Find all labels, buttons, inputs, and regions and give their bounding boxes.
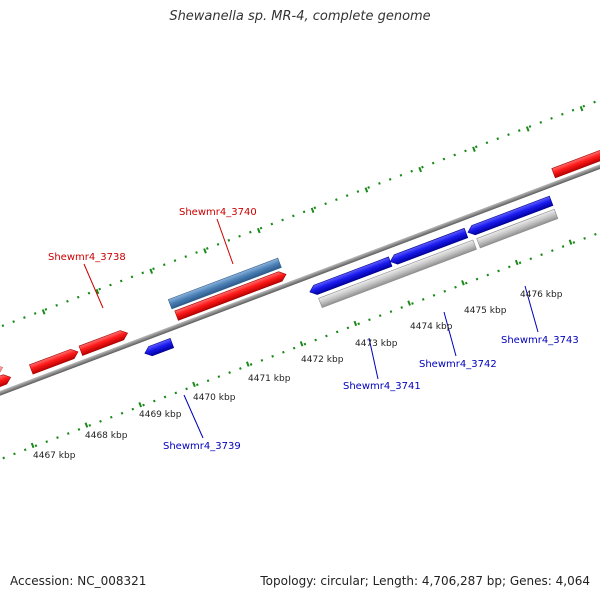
gene-arrow[interactable] (466, 195, 554, 237)
kbp-label: 4473 kbp (355, 339, 398, 349)
gene-label[interactable]: Shewmr4_3738 (48, 252, 126, 263)
gene-arrow[interactable] (388, 227, 469, 266)
kbp-labels: 4467 kbp 4468 kbp 4469 kbp 4470 kbp 4471… (33, 290, 563, 461)
gene-label[interactable]: Shewmr4_3740 (179, 207, 257, 218)
kbp-label: 4476 kbp (520, 290, 563, 300)
gene-arrow[interactable] (29, 347, 79, 375)
gene-label[interactable]: Shewmr4_3742 (419, 359, 497, 370)
kbp-label: 4471 kbp (248, 374, 291, 384)
kbp-label: 4472 kbp (301, 355, 344, 365)
gene-arrow[interactable] (0, 363, 4, 386)
gene-labels: Shewmr4_3738 Shewmr4_3740 Shewmr4_3739 S… (48, 207, 579, 452)
gene-label[interactable]: Shewmr4_3743 (501, 335, 579, 346)
gene-block-selected[interactable] (167, 257, 282, 310)
gene-arrow[interactable] (308, 256, 393, 297)
gene-arrow[interactable] (0, 373, 12, 405)
kbp-label: 4470 kbp (193, 393, 236, 403)
genome-backbone (0, 138, 600, 419)
accession-text: Accession: NC_008321 (10, 574, 147, 588)
gene-arrow[interactable] (78, 328, 129, 356)
gene-arrow[interactable] (551, 144, 600, 179)
genome-summary-text: Topology: circular; Length: 4,706,287 bp… (260, 574, 590, 588)
gene-arrow[interactable] (143, 337, 175, 358)
gene-label[interactable]: Shewmr4_3741 (343, 381, 421, 392)
gene-arrow[interactable] (174, 270, 288, 321)
gene-label[interactable]: Shewmr4_3739 (163, 441, 241, 452)
kbp-label: 4468 kbp (85, 431, 128, 441)
hit-block[interactable] (318, 239, 477, 309)
kbp-label: 4474 kbp (410, 322, 453, 332)
map-title: Shewanella sp. MR-4, complete genome (169, 9, 431, 24)
kbp-label: 4467 kbp (33, 451, 76, 461)
leader-lines (83, 218, 539, 439)
kbp-label: 4469 kbp (139, 410, 182, 420)
hit-block[interactable] (476, 208, 559, 249)
kbp-label: 4475 kbp (464, 306, 507, 316)
